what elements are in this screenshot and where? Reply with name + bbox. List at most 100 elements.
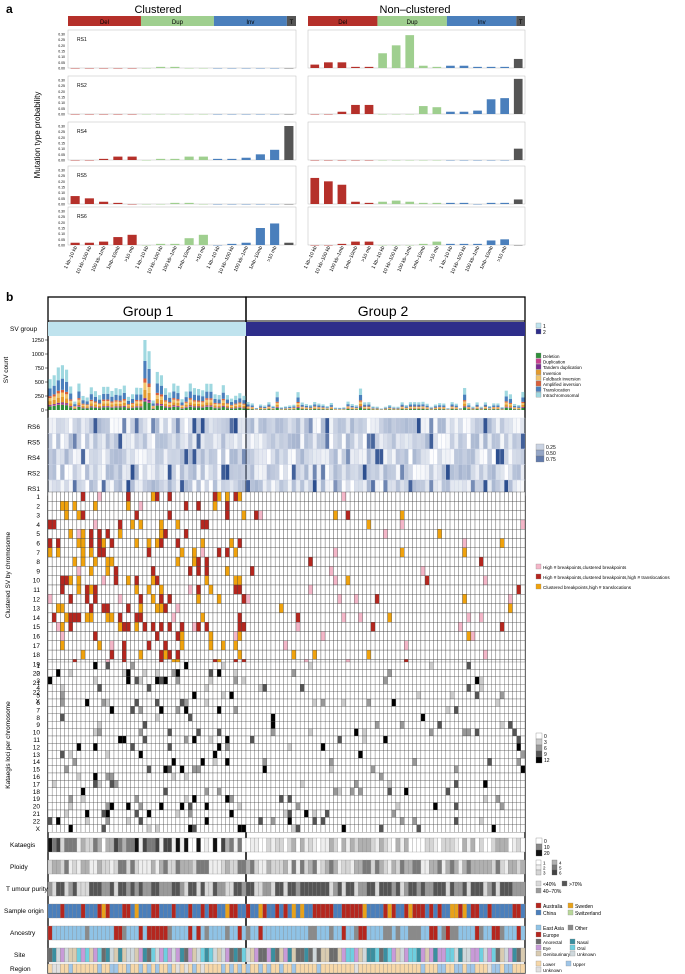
- clustered-cell: [196, 538, 201, 548]
- clustered-cell: [208, 501, 214, 511]
- signature-cell: [391, 464, 397, 481]
- sv-count-bar-segment: [242, 405, 246, 408]
- kataegis-loci-cell: [362, 669, 367, 677]
- kataegis-loci-cell: [237, 676, 243, 685]
- signature-cell: [487, 448, 492, 465]
- clustered-cell: [308, 640, 313, 651]
- clustered-cell: [312, 649, 317, 660]
- clustered-cell: [433, 566, 438, 576]
- sv-count-bar-segment: [342, 407, 346, 409]
- clustered-cell: [274, 491, 280, 502]
- clustered-cell: [404, 491, 409, 502]
- sv-count-bar-segment: [279, 408, 283, 409]
- clustered-cell: [171, 501, 177, 511]
- clustered-cell: [93, 491, 98, 502]
- signature-cell: [449, 417, 455, 434]
- clustered-cell: [316, 594, 322, 604]
- kataegis-loci-cell: [105, 691, 111, 700]
- kataegis-loci-cell: [72, 676, 78, 685]
- clustered-cell: [433, 631, 438, 641]
- kataegis-loci-cell: [374, 669, 380, 677]
- sv-count-bar-segment: [184, 391, 188, 398]
- sv-count-bar-segment: [433, 404, 438, 407]
- clustered-cell: [329, 649, 334, 660]
- clustered-cell: [391, 529, 397, 539]
- clustered-cell: [64, 640, 69, 651]
- clustered-cell: [495, 556, 501, 567]
- sv-count-bar-segment: [400, 407, 404, 408]
- sv-count-tick: 1250: [32, 338, 44, 344]
- kataegis-loci-cell: [274, 684, 280, 692]
- sv-count-bar-segment: [122, 400, 126, 403]
- clustered-cell: [291, 575, 297, 586]
- x-tick-label: 1mb–10mb: [343, 245, 359, 270]
- kataegis-loci-cell: [101, 684, 106, 692]
- kataegis-loci-cell: [508, 676, 513, 685]
- clustered-chrom-label: 22: [33, 689, 41, 696]
- clustered-cell: [462, 649, 467, 660]
- kataegis-loci-cell: [113, 676, 119, 685]
- clustered-cell: [72, 491, 78, 502]
- clustered-cell: [130, 519, 135, 530]
- clustered-cell: [258, 538, 263, 548]
- clustered-cell: [216, 612, 222, 623]
- clustered-cell: [495, 529, 501, 539]
- kataegis-loci-cell: [241, 661, 247, 670]
- clustered-cell: [249, 649, 255, 660]
- sv-count-bar-segment: [371, 407, 375, 409]
- signature-cell: [270, 417, 276, 434]
- clustered-cell: [171, 529, 177, 539]
- clustered-cell: [274, 631, 280, 641]
- clustered-cell: [146, 501, 152, 511]
- clustered-cell: [60, 547, 65, 558]
- sv-count-bar-segment: [408, 407, 413, 409]
- sv-count-bar-segment: [321, 404, 325, 407]
- clustered-cell: [262, 556, 267, 567]
- kataegis-loci-cell: [354, 669, 359, 677]
- signature-cell: [105, 448, 111, 465]
- clustered-cell: [404, 547, 409, 558]
- clustered-chrom-label: 8: [36, 559, 40, 566]
- kataegis-loci-cell: [320, 669, 326, 677]
- kataegis-loci-cell: [487, 676, 492, 685]
- clustered-cell: [474, 575, 480, 586]
- kataegis-loci-cell: [200, 676, 205, 685]
- clustered-cell: [324, 622, 330, 632]
- kataegis-loci-cell: [491, 676, 497, 685]
- sv-count-bar-segment: [508, 402, 513, 404]
- kataegis-loci-cell: [274, 661, 280, 670]
- clustered-cell: [179, 594, 185, 604]
- sv-count-bar-segment: [229, 406, 234, 409]
- clustered-cell: [412, 649, 417, 660]
- clustered-cell: [316, 584, 322, 595]
- clustered-cell: [487, 510, 492, 521]
- signature-cell: [216, 417, 222, 434]
- sv-count-bar-segment: [367, 404, 371, 407]
- sv-count-bar-segment: [363, 407, 367, 409]
- clustered-cell: [512, 603, 517, 614]
- clustered-cell: [383, 510, 388, 521]
- clustered-cell: [354, 640, 359, 651]
- signature-cell: [105, 433, 111, 450]
- clustered-cell: [424, 566, 430, 576]
- clustered-cell: [345, 575, 351, 586]
- sv-count-bar-segment: [52, 405, 56, 410]
- sv-count-bar-segment: [73, 407, 77, 409]
- kataegis-loci-cell: [291, 684, 297, 692]
- clustered-cell: [320, 566, 326, 576]
- clustered-cell: [72, 622, 78, 632]
- signature-cell: [399, 464, 405, 481]
- kataegis-loci-cell: [508, 684, 513, 692]
- sv-count-bar-segment: [102, 403, 106, 407]
- clustered-cell: [333, 538, 338, 548]
- bar-rs5: [513, 199, 523, 204]
- clustered-cell: [283, 510, 288, 521]
- site-label: Site: [14, 952, 26, 959]
- clustered-cell: [441, 538, 447, 548]
- clustered-cell: [134, 622, 139, 632]
- clustered-cell: [508, 612, 513, 623]
- signature-cell: [47, 417, 53, 434]
- clustered-cell: [72, 584, 78, 595]
- clustered-cell: [324, 649, 330, 660]
- clustered-cell: [68, 603, 73, 614]
